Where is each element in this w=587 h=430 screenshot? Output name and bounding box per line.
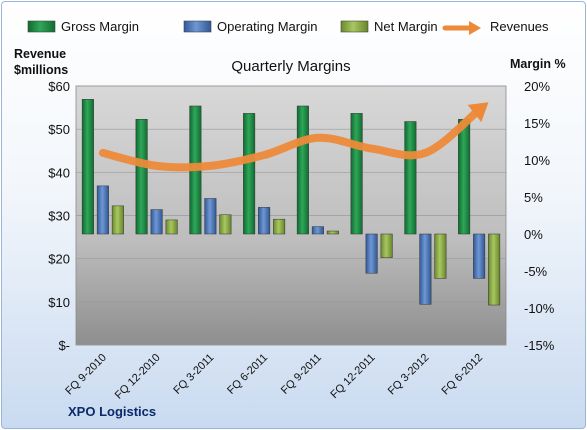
category-label-1: FQ 12-2010 bbox=[113, 352, 163, 402]
left-tick-label: $20 bbox=[48, 252, 70, 267]
right-tick-label: -5% bbox=[524, 264, 548, 279]
legend-label-1: Operating Margin bbox=[217, 19, 317, 34]
right-tick-label: 10% bbox=[524, 153, 550, 168]
legend-arrow-head bbox=[469, 21, 481, 35]
right-tick-label: 5% bbox=[524, 190, 543, 205]
revenue-line bbox=[98, 105, 484, 172]
category-label-0: FQ 9-2010 bbox=[63, 352, 109, 398]
bar-operating-margin-0 bbox=[96, 185, 109, 235]
bar-operating-margin-7 bbox=[473, 233, 486, 279]
category-label-3: FQ 6-2011 bbox=[225, 352, 270, 397]
bar-net-margin-6 bbox=[434, 233, 447, 279]
bar-gross-margin-7 bbox=[458, 119, 471, 235]
right-tick-label: -15% bbox=[524, 338, 555, 353]
legend-swatch-2 bbox=[340, 20, 369, 33]
left-tick-label: $30 bbox=[48, 209, 70, 224]
bar-gross-margin-6 bbox=[404, 121, 417, 235]
left-axis-label-2: $millions bbox=[14, 63, 68, 77]
left-tick-label: $60 bbox=[48, 79, 70, 94]
right-tick-label: 20% bbox=[524, 79, 550, 94]
right-tick-label: -10% bbox=[524, 301, 555, 316]
right-tick-label: 0% bbox=[524, 227, 543, 242]
bar-net-margin-0 bbox=[111, 205, 124, 235]
bar-net-margin-4 bbox=[326, 230, 339, 235]
legend-label-2: Net Margin bbox=[374, 19, 438, 34]
bar-gross-margin-4 bbox=[296, 105, 309, 235]
category-label-4: FQ 9-2011 bbox=[279, 352, 324, 397]
bar-gross-margin-0 bbox=[81, 99, 94, 235]
bar-net-margin-2 bbox=[219, 214, 232, 235]
bar-operating-margin-3 bbox=[258, 207, 271, 235]
category-label-7: FQ 6-2012 bbox=[440, 352, 486, 398]
right-axis-label: Margin % bbox=[510, 57, 566, 71]
category-label-6: FQ 3-2012 bbox=[386, 352, 432, 398]
left-axis-label: Revenue bbox=[14, 47, 66, 61]
bar-net-margin-3 bbox=[273, 218, 286, 235]
legend-swatch-0 bbox=[27, 20, 56, 33]
bar-operating-margin-5 bbox=[365, 233, 378, 274]
bar-gross-margin-5 bbox=[350, 113, 363, 235]
bar-gross-margin-3 bbox=[243, 113, 256, 235]
revenue-arrow-head bbox=[467, 102, 489, 123]
left-tick-label: $40 bbox=[48, 165, 70, 180]
chart-title: Quarterly Margins bbox=[231, 58, 350, 75]
bar-net-margin-1 bbox=[165, 219, 178, 235]
left-tick-label: $- bbox=[58, 338, 70, 353]
bar-net-margin-7 bbox=[488, 233, 501, 306]
legend-label-0: Gross Margin bbox=[61, 19, 139, 34]
legend-label-3: Revenues bbox=[490, 19, 549, 34]
bar-gross-margin-1 bbox=[135, 119, 148, 235]
bar-operating-margin-4 bbox=[311, 226, 324, 235]
category-label-2: FQ 3-2011 bbox=[171, 352, 216, 397]
right-tick-label: 15% bbox=[524, 116, 550, 131]
company-name: XPO Logistics bbox=[68, 404, 157, 419]
bar-net-margin-5 bbox=[380, 233, 393, 258]
legend-swatch-1 bbox=[183, 20, 212, 33]
category-label-5: FQ 12-2011 bbox=[328, 352, 377, 401]
bar-operating-margin-1 bbox=[150, 209, 163, 235]
bar-operating-margin-6 bbox=[419, 233, 432, 305]
bar-operating-margin-2 bbox=[204, 198, 217, 235]
left-tick-label: $50 bbox=[48, 122, 70, 137]
left-tick-label: $10 bbox=[48, 295, 70, 310]
